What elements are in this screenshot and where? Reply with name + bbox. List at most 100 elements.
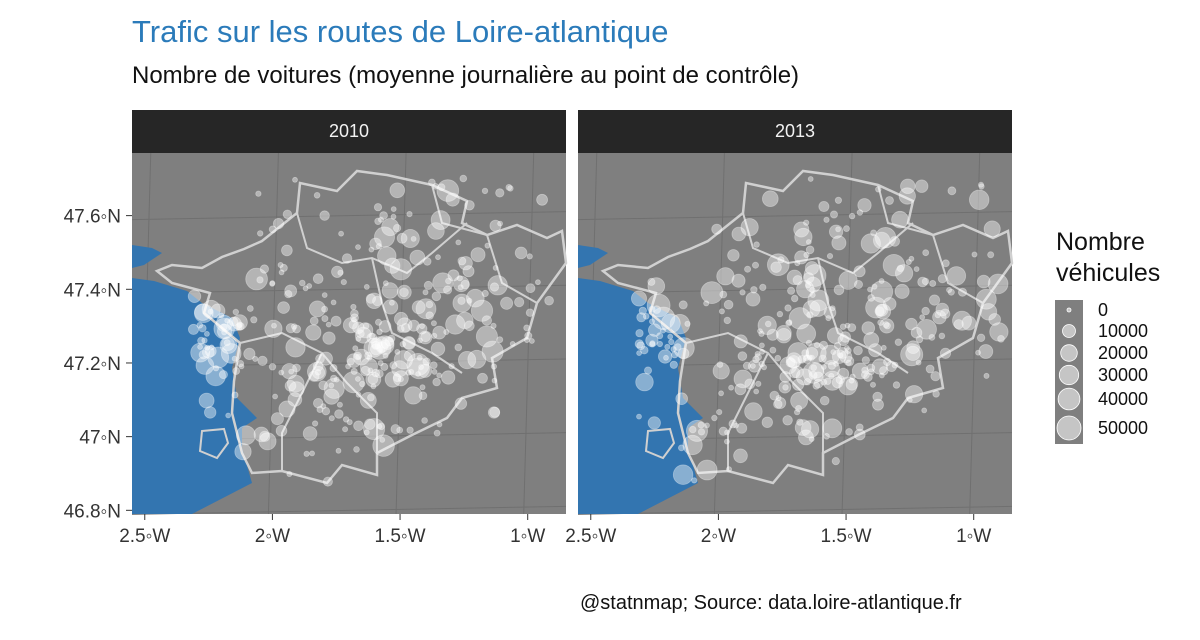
traffic-point bbox=[750, 363, 756, 369]
graticule-parallel bbox=[131, 211, 567, 221]
traffic-point bbox=[217, 323, 233, 339]
traffic-point bbox=[796, 418, 804, 426]
traffic-point bbox=[432, 377, 441, 387]
traffic-point bbox=[828, 224, 844, 239]
traffic-point bbox=[187, 289, 202, 304]
traffic-point bbox=[355, 391, 362, 398]
traffic-point bbox=[544, 295, 554, 306]
traffic-point bbox=[788, 307, 812, 330]
traffic-point bbox=[382, 352, 389, 359]
traffic-point bbox=[374, 369, 384, 379]
traffic-point bbox=[481, 340, 504, 363]
traffic-point bbox=[202, 345, 215, 359]
traffic-point bbox=[636, 312, 647, 323]
traffic-point bbox=[988, 313, 1001, 326]
map-panel-2013: 2013 2.5◦W 2◦W 1.5◦W 1◦W bbox=[565, 110, 1014, 547]
traffic-point bbox=[396, 426, 404, 434]
traffic-point bbox=[819, 395, 830, 406]
traffic-point bbox=[660, 313, 681, 334]
traffic-point bbox=[807, 176, 814, 182]
traffic-point bbox=[894, 338, 903, 346]
traffic-point bbox=[718, 308, 725, 315]
traffic-point bbox=[355, 335, 362, 342]
traffic-point bbox=[487, 275, 508, 296]
traffic-point bbox=[728, 384, 734, 391]
traffic-point bbox=[368, 246, 375, 253]
traffic-point bbox=[445, 277, 452, 285]
traffic-point bbox=[458, 256, 473, 271]
traffic-point bbox=[204, 344, 211, 351]
traffic-point bbox=[648, 323, 662, 337]
traffic-point bbox=[642, 312, 650, 320]
traffic-point bbox=[526, 253, 533, 260]
traffic-point bbox=[946, 286, 953, 293]
traffic-point bbox=[663, 354, 669, 361]
traffic-point bbox=[366, 292, 383, 310]
traffic-point bbox=[223, 339, 231, 347]
traffic-point bbox=[523, 336, 530, 343]
traffic-point bbox=[820, 364, 827, 370]
traffic-point bbox=[774, 396, 787, 409]
traffic-point bbox=[838, 376, 858, 396]
traffic-point bbox=[820, 344, 841, 365]
traffic-point bbox=[350, 303, 357, 311]
traffic-point bbox=[457, 256, 467, 266]
traffic-point bbox=[306, 361, 327, 382]
traffic-point bbox=[337, 269, 344, 276]
traffic-point bbox=[828, 372, 835, 380]
traffic-point bbox=[733, 334, 748, 349]
traffic-point bbox=[447, 269, 460, 282]
traffic-point bbox=[843, 356, 855, 367]
traffic-point bbox=[761, 190, 779, 208]
traffic-point bbox=[724, 438, 730, 445]
traffic-point bbox=[900, 178, 916, 195]
traffic-point bbox=[338, 230, 345, 237]
traffic-point bbox=[218, 312, 225, 319]
legend-size-circle bbox=[1066, 307, 1072, 313]
y-tick-label: 47.4◦N bbox=[64, 280, 121, 301]
traffic-point bbox=[285, 337, 306, 358]
traffic-point bbox=[380, 336, 395, 350]
traffic-point bbox=[489, 219, 502, 232]
traffic-point bbox=[739, 289, 746, 296]
traffic-point bbox=[389, 258, 412, 281]
traffic-point bbox=[406, 352, 430, 376]
traffic-point bbox=[807, 289, 830, 312]
traffic-point bbox=[940, 308, 951, 319]
traffic-point bbox=[891, 210, 909, 229]
traffic-point bbox=[723, 299, 734, 310]
traffic-point bbox=[792, 378, 805, 391]
traffic-point bbox=[371, 340, 381, 350]
traffic-point bbox=[302, 285, 309, 292]
traffic-point bbox=[779, 371, 792, 383]
traffic-point bbox=[801, 349, 809, 357]
traffic-point bbox=[396, 232, 408, 244]
traffic-point bbox=[894, 283, 910, 299]
traffic-point bbox=[308, 370, 320, 382]
traffic-point bbox=[378, 320, 392, 333]
traffic-point bbox=[825, 315, 832, 322]
traffic-point bbox=[328, 382, 335, 389]
traffic-point bbox=[808, 370, 818, 380]
traffic-point bbox=[733, 448, 748, 464]
traffic-point bbox=[514, 296, 525, 308]
traffic-point bbox=[351, 316, 357, 323]
traffic-point bbox=[863, 372, 873, 382]
traffic-point bbox=[492, 264, 499, 271]
traffic-point bbox=[306, 283, 313, 289]
traffic-point bbox=[812, 381, 821, 390]
traffic-point bbox=[917, 276, 928, 288]
commune-boundary bbox=[431, 184, 488, 236]
traffic-point bbox=[228, 317, 239, 327]
traffic-point bbox=[776, 328, 792, 344]
traffic-point bbox=[758, 360, 766, 368]
traffic-point bbox=[669, 360, 678, 369]
traffic-point bbox=[198, 392, 215, 409]
traffic-point bbox=[848, 212, 856, 220]
traffic-point bbox=[359, 391, 377, 409]
traffic-point bbox=[363, 429, 370, 436]
traffic-point bbox=[346, 353, 362, 368]
traffic-point bbox=[470, 299, 494, 322]
traffic-point bbox=[457, 296, 466, 305]
facet-label: 2010 bbox=[329, 121, 369, 141]
